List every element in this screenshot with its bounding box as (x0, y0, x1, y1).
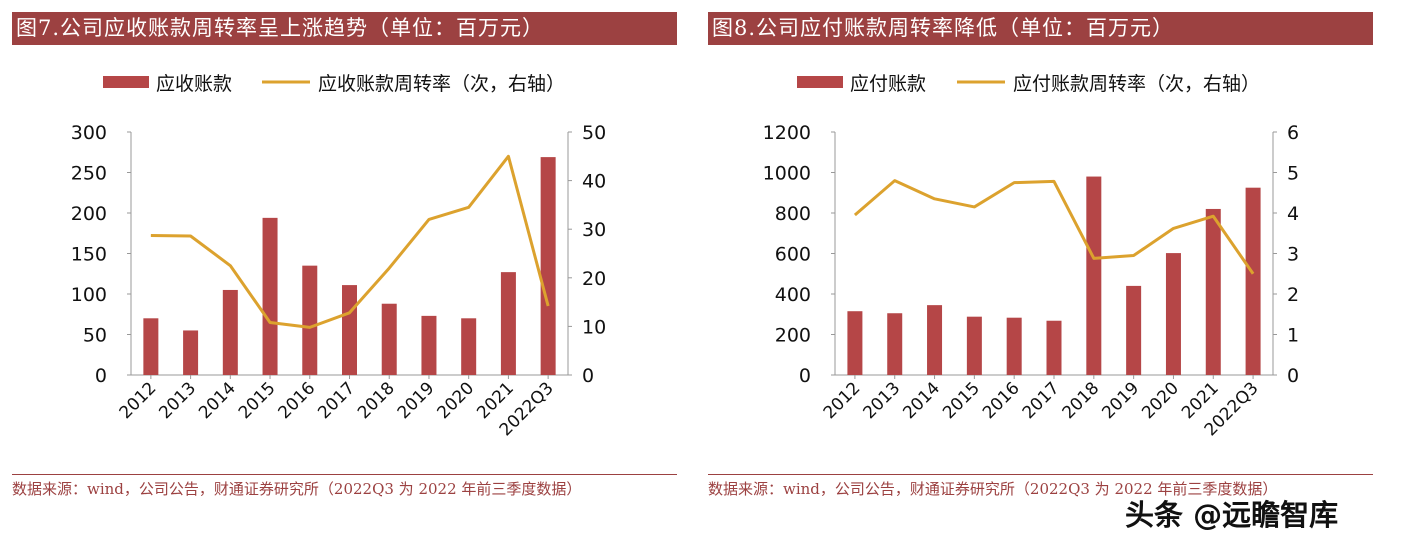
chart2-x-tick-label: 2013 (860, 378, 905, 423)
chart2-right-tick-label: 1 (1287, 325, 1299, 347)
chart1-x-tick-label: 2017 (314, 378, 359, 423)
chart2-right-tick-label: 5 (1287, 163, 1299, 185)
chart2-bar-2022Q3 (1245, 187, 1261, 375)
chart1-bar-2016 (302, 265, 318, 375)
chart1-right-tick-label: 10 (582, 316, 606, 338)
chart2-x-tick-label: 2012 (820, 378, 865, 423)
chart2-bar-2014 (927, 305, 943, 375)
chart1-x-tick-label: 2014 (195, 378, 240, 423)
chart2-bar-2012 (847, 311, 863, 375)
chart1-bar-2022Q3 (540, 157, 556, 375)
chart1-x-tick-label: 2020 (433, 378, 478, 423)
chart1-bar-2020 (461, 318, 477, 375)
chart2-title: 图8.公司应付账款周转率降低（单位：百万元） (708, 12, 1373, 45)
chart2-x-tick-label: 2020 (1138, 378, 1183, 423)
chart2-left-tick-label: 800 (775, 203, 811, 225)
chart1-x-tick-label: 2016 (275, 378, 320, 423)
chart1-right-tick-label: 40 (582, 171, 606, 193)
chart2-left-tick-label: 1000 (763, 163, 811, 185)
chart2-x-tick-label: 2014 (899, 378, 944, 423)
chart2-bar-2019 (1126, 285, 1142, 375)
chart1-x-tick-label: 2018 (354, 378, 399, 423)
chart1-x-tick-label: 2015 (235, 378, 280, 423)
chart2-left-tick-label: 1200 (763, 122, 811, 144)
chart1-right-tick-label: 0 (582, 365, 594, 387)
chart1-x-tick-label: 2012 (116, 378, 161, 423)
chart2-right-tick-label: 6 (1287, 122, 1299, 144)
chart1-bar-2013 (183, 330, 199, 375)
chart2-bar-2020 (1165, 253, 1181, 375)
chart2-left-tick-label: 0 (799, 365, 811, 387)
chart1-source: 数据来源：wind，公司公告，财通证券研究所（2022Q3 为 2022 年前三… (12, 474, 677, 501)
chart1-bar-2012 (143, 318, 159, 375)
chart2-x-tick-label: 2019 (1098, 378, 1143, 423)
chart1-x-tick-label: 2019 (394, 378, 439, 423)
chart1-right-tick-label: 30 (582, 219, 606, 241)
chart1-bar-2014 (222, 289, 238, 375)
chart2-x-tick-label: 2015 (939, 378, 984, 423)
chart2-turnover-line (853, 179, 1255, 275)
chart2-bar-2017 (1046, 320, 1062, 375)
chart2-legend-line-label: 应付账款周转率（次，右轴） (1013, 73, 1260, 95)
chart1-title: 图7.公司应收账款周转率呈上涨趋势（单位：百万元） (12, 12, 677, 45)
chart2-right-tick-label: 0 (1287, 365, 1299, 387)
chart1-bar-2019 (421, 315, 437, 375)
chart1-left-tick-label: 250 (71, 163, 107, 185)
chart1-left-tick-label: 0 (95, 365, 107, 387)
chart2-x-tick-label: 2017 (1019, 378, 1064, 423)
chart1-left-tick-label: 50 (83, 325, 107, 347)
chart2-left-tick-label: 600 (775, 244, 811, 266)
chart1-x-tick-label: 2013 (155, 378, 200, 423)
chart1-right-tick-label: 20 (582, 268, 606, 290)
chart1-bar-2021 (500, 272, 516, 375)
chart2-legend-bar-label: 应付账款 (850, 73, 926, 95)
chart1-legend-line-label: 应收账款周转率（次，右轴） (318, 73, 565, 95)
chart1-legend-bar-swatch (103, 76, 149, 88)
chart2-source: 数据来源：wind，公司公告，财通证券研究所（2022Q3 为 2022 年前三… (708, 474, 1373, 501)
chart2-right-tick-label: 2 (1287, 284, 1299, 306)
chart1-right-tick-label: 50 (582, 122, 606, 144)
chart1-bar-2017 (342, 285, 357, 375)
chart1-bar-2015 (262, 217, 278, 375)
chart1-left-tick-label: 100 (71, 284, 107, 306)
chart1-legend-bar-label: 应收账款 (156, 73, 232, 95)
chart2-bar-2015 (966, 316, 982, 375)
chart2-left-tick-label: 400 (775, 284, 811, 306)
chart1-left-tick-label: 150 (71, 244, 107, 266)
chart1-left-tick-label: 200 (71, 203, 107, 225)
chart2-right-tick-label: 3 (1287, 244, 1299, 266)
chart2-x-tick-label: 2016 (979, 378, 1024, 423)
chart2-x-tick-label: 2018 (1059, 378, 1104, 423)
chart1-bar-2018 (381, 303, 397, 375)
chart2-left-tick-label: 200 (775, 325, 811, 347)
chart2-bar-2021 (1205, 208, 1221, 375)
chart2-bar-2016 (1006, 317, 1022, 375)
chart1-left-tick-label: 300 (71, 122, 107, 144)
chart2-bar-2018 (1086, 176, 1102, 375)
watermark: 头条 @远瞻智库 (1125, 498, 1339, 532)
chart2-legend-bar-swatch (797, 76, 843, 88)
chart2-right-tick-label: 4 (1287, 203, 1299, 225)
chart2-bar-2013 (887, 313, 903, 375)
